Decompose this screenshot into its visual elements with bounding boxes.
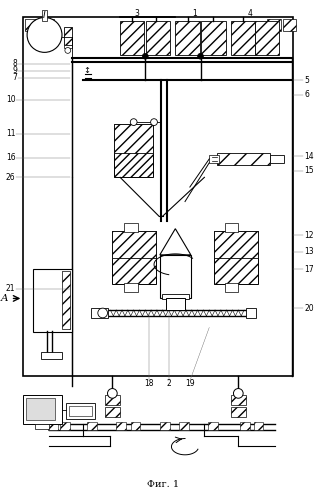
Text: 1: 1 [192,9,197,18]
Bar [225,283,238,292]
Bar [131,422,140,430]
Bar [231,22,255,56]
Bar [209,155,219,163]
Text: 21: 21 [6,284,15,294]
Text: 2: 2 [166,379,171,388]
Bar [124,283,137,292]
Bar [114,124,153,178]
Bar [105,407,120,416]
Bar [208,422,218,430]
Bar [35,424,49,429]
Bar [23,18,293,376]
Bar [23,396,62,424]
Text: 26: 26 [6,173,15,182]
Bar [105,396,120,405]
Text: 10: 10 [6,96,15,104]
Bar [225,223,238,232]
Bar [240,422,250,430]
Bar [175,22,199,56]
Bar [217,153,270,164]
Circle shape [151,118,157,126]
Bar [64,27,72,44]
Bar [214,230,258,284]
Bar [283,20,296,31]
Text: 11: 11 [6,129,15,138]
Text: 17: 17 [304,265,314,274]
Text: 19: 19 [185,379,195,388]
Bar [45,29,54,39]
Text: 5: 5 [304,76,309,85]
Text: Фиг. 1: Фиг. 1 [147,480,179,489]
Bar [114,124,153,153]
Bar [112,230,156,284]
Text: 7: 7 [13,73,17,82]
Text: 15: 15 [304,166,314,175]
Text: A: A [1,294,9,303]
Bar [246,308,256,318]
Text: 4: 4 [247,9,252,18]
Bar [26,398,55,419]
Text: 16: 16 [6,154,15,162]
Bar [25,20,39,31]
Text: 12: 12 [304,231,314,240]
Bar [41,352,62,360]
Bar [124,223,137,232]
Bar [87,422,97,430]
Bar [91,308,108,318]
Circle shape [107,388,117,398]
Bar [66,403,95,418]
Bar [64,44,72,48]
Bar [231,396,246,405]
Circle shape [27,18,62,52]
Text: 13: 13 [304,248,314,256]
Text: 18: 18 [144,379,154,388]
Bar [267,20,281,31]
Circle shape [234,388,243,398]
Bar [162,294,189,300]
Polygon shape [160,228,191,255]
Bar [48,422,58,430]
Bar [231,407,246,416]
Circle shape [198,54,204,59]
Text: ↕: ↕ [84,66,91,76]
Text: 6: 6 [304,90,309,100]
Circle shape [98,308,107,318]
Text: 14: 14 [304,152,314,160]
Circle shape [130,118,137,126]
Bar [202,22,226,56]
Bar [166,298,185,310]
Bar [120,22,144,56]
Text: 3: 3 [134,9,139,18]
Bar [160,255,191,298]
Text: 20: 20 [304,304,314,312]
Bar [33,29,43,39]
Text: 9: 9 [13,66,17,76]
Circle shape [143,54,148,59]
Bar [214,230,258,258]
Bar [33,270,72,332]
Bar [60,422,70,430]
Circle shape [65,48,71,54]
Text: I: I [43,11,46,20]
Bar [270,155,284,163]
Bar [69,406,92,415]
Bar [255,22,279,56]
Bar [112,230,156,258]
Bar [62,272,70,330]
Bar [146,22,171,56]
Bar [179,422,189,430]
Text: 8: 8 [13,60,17,68]
Bar [160,422,169,430]
Bar [41,20,54,31]
Bar [116,422,126,430]
Bar [254,422,264,430]
